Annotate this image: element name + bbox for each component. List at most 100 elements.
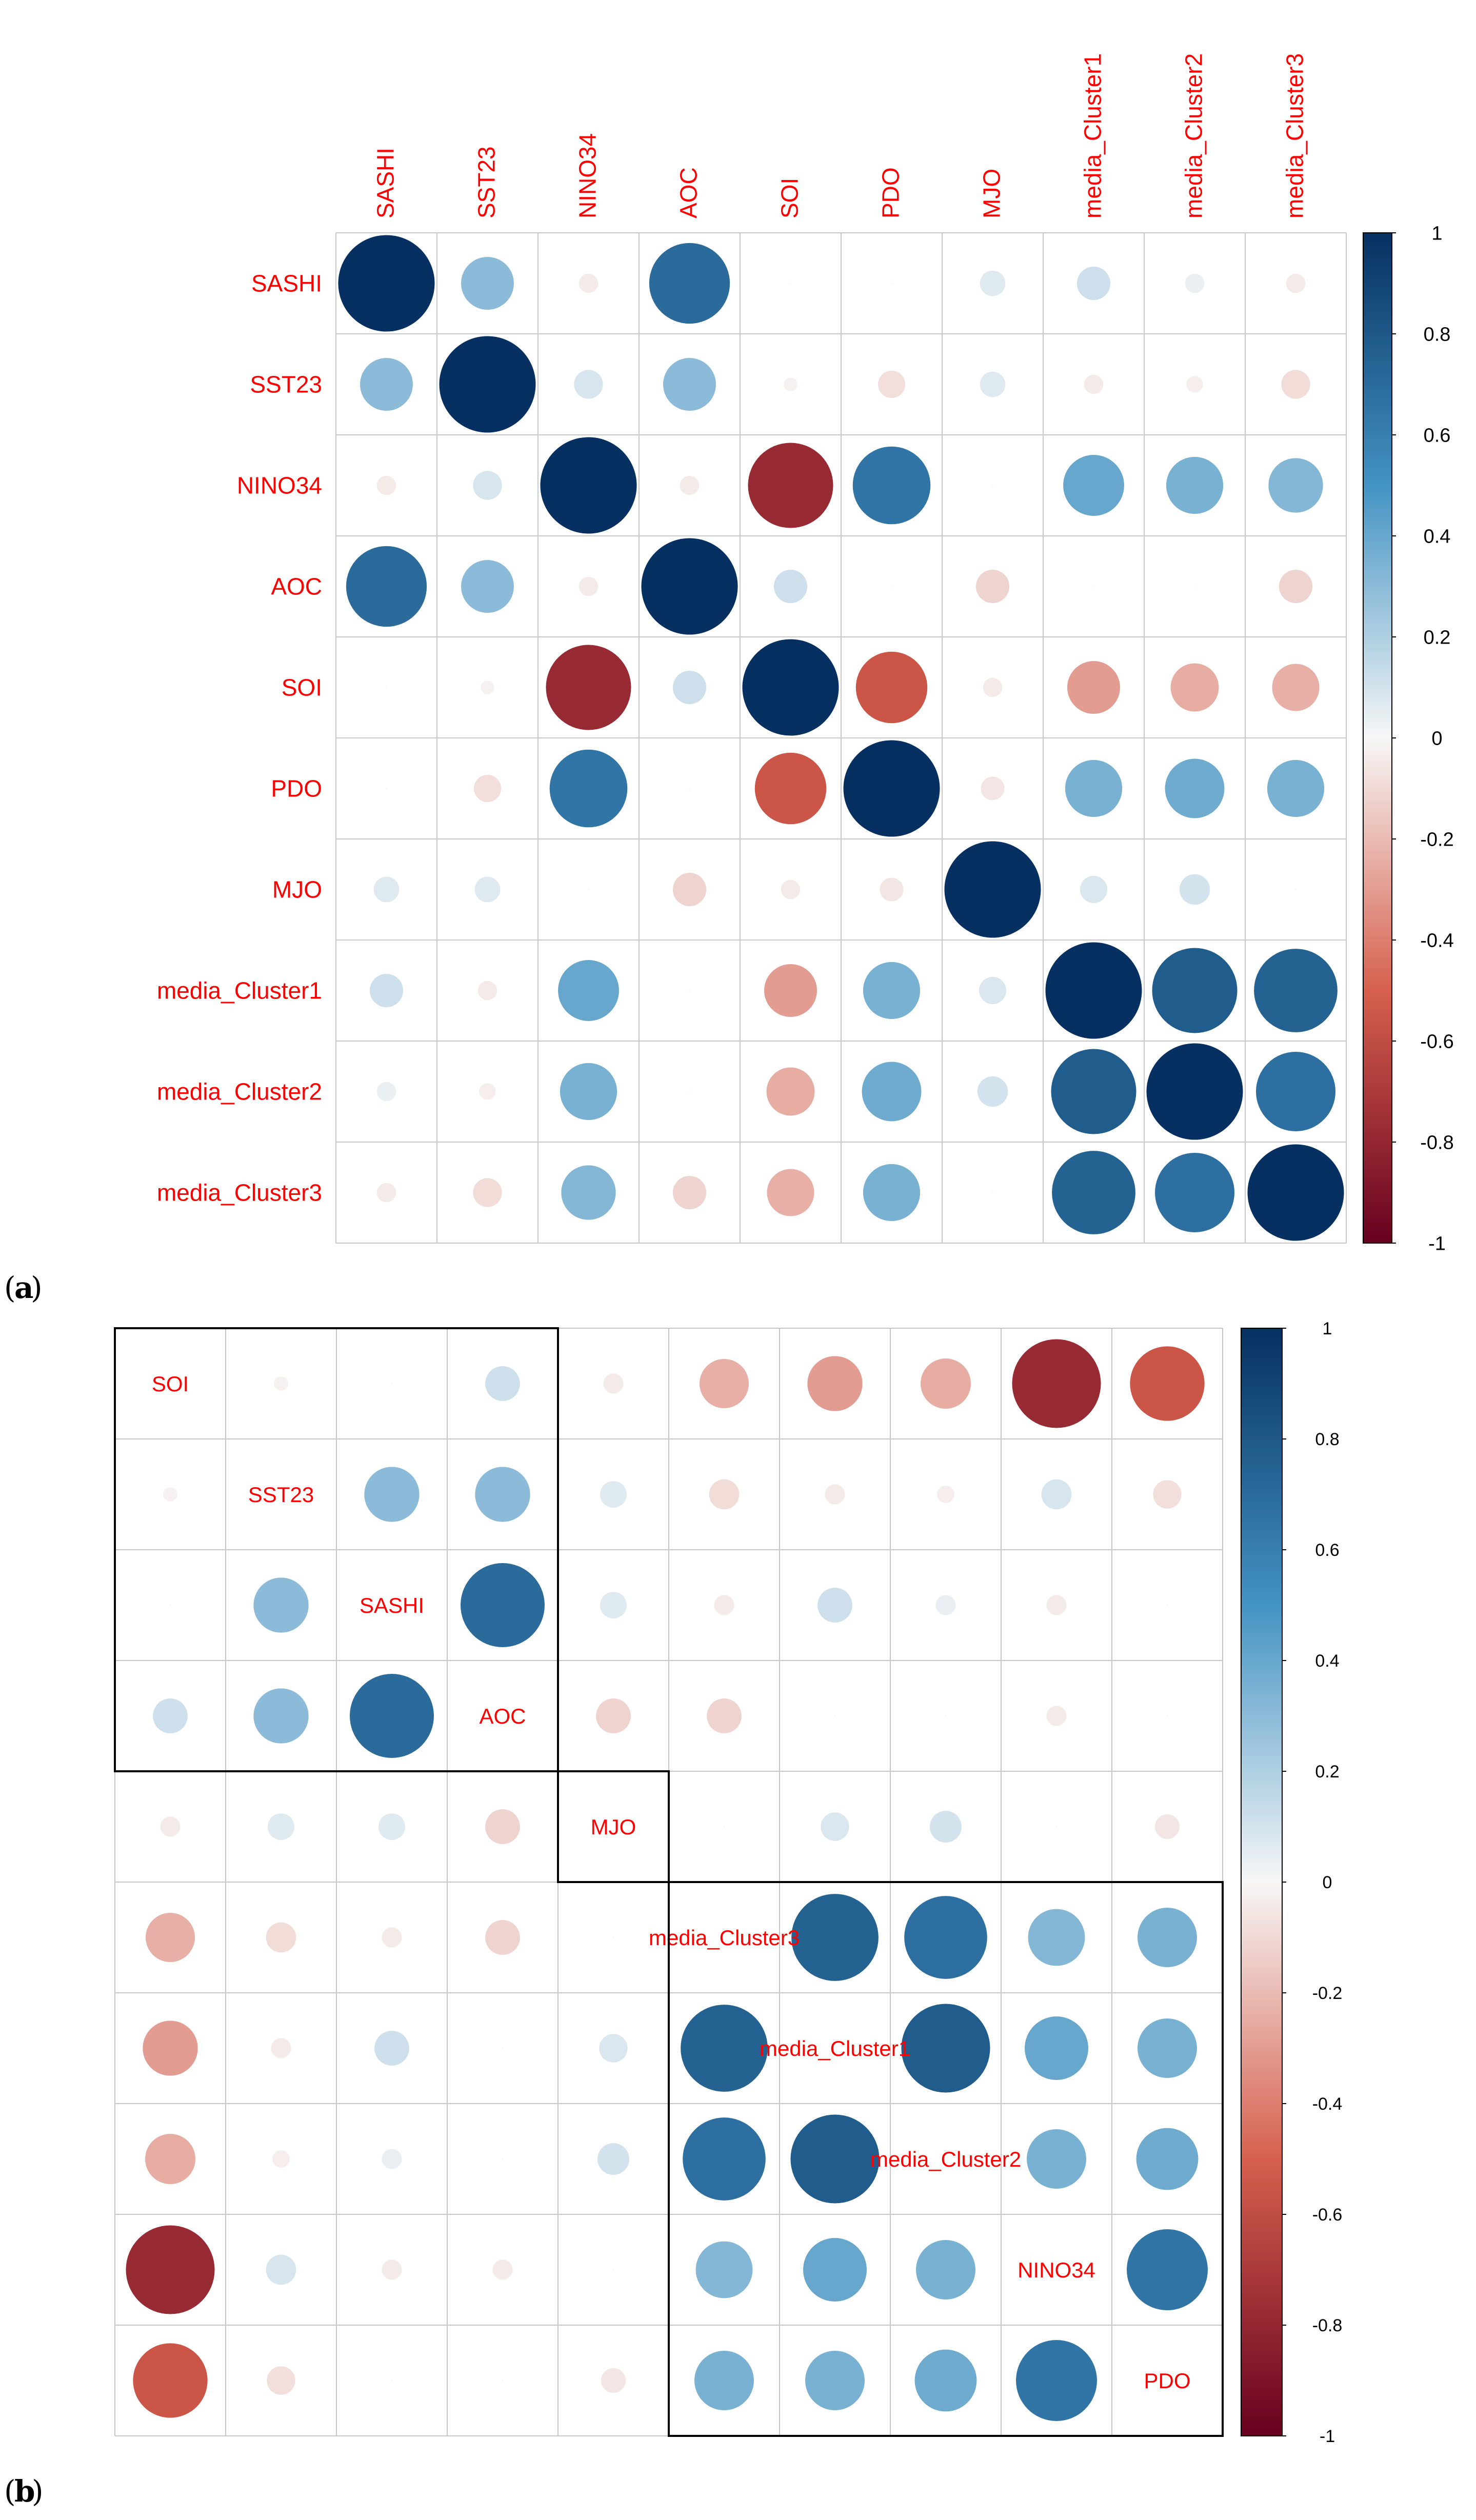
diag-label: SOI [152,1372,189,1396]
colorbar-tick-label: -0.8 [1312,2316,1343,2335]
corr-circle-SST23-SASHI [364,1467,420,1522]
corr-circle-SOI-PDO [1130,1346,1205,1421]
corr-circle-media_Cluster2-media_Cluster2 [1146,1043,1243,1140]
corr-circle-media_Cluster1-media_Cluster1 [1045,942,1142,1039]
corr-circle-SASHI-media_Cluster2 [935,1595,956,1615]
corr-circle-MJO-media_Cluster3 [1295,889,1297,890]
row-label: SASHI [251,270,322,297]
corr-circle-SOI-SST23 [481,681,494,694]
diag-label: media_Cluster2 [870,2147,1021,2171]
corr-circle-PDO-AOC [689,788,690,789]
corr-circle-SASHI-SOI [790,283,791,284]
corr-circle-SASHI-MJO [980,270,1006,296]
corr-circle-SST23-AOC [663,358,716,411]
corr-circle-SASHI-media_Cluster3 [714,1595,734,1615]
colorbar-tick-label: -1 [1320,2427,1335,2446]
corr-circle-SOI-SST23 [274,1376,288,1391]
row-label: AOC [271,573,322,600]
corr-circle-NINO34-media_Cluster1 [803,2238,867,2302]
panel-label-a-close: ) [31,1270,43,1305]
corr-circle-AOC-MJO [596,1698,631,1733]
corr-circle-NINO34-NINO34 [540,437,637,534]
diag-label: AOC [479,1704,526,1728]
corr-circle-media_Cluster3-media_Cluster1 [791,1894,879,1981]
corr-circle-media_Cluster2-MJO [597,2143,629,2175]
col-label: PDO [877,167,904,218]
colorbar-tick-label: 0.2 [1424,627,1451,649]
colorbar-tick-label: -0.4 [1312,2094,1343,2114]
corr-circle-MJO-PDO [880,877,904,902]
corr-circle-media_Cluster2-SASHI [376,1082,396,1102]
corr-circle-AOC-media_Cluster3 [1279,569,1313,604]
corr-circle-SOI-media_Cluster3 [1272,664,1320,711]
corr-circle-MJO-media_Cluster3 [723,1826,725,1828]
panel-label-a-open: ( [4,1270,16,1305]
cluster-box-3 [668,1881,1224,2437]
corr-circle-media_Cluster3-media_Cluster2 [904,1896,987,1979]
corr-circle-media_Cluster2-media_Cluster1 [1051,1049,1136,1134]
corr-circle-SASHI-SASHI [338,235,435,332]
corr-circle-SASHI-media_Cluster1 [817,1588,852,1623]
corr-circle-media_Cluster2-media_Cluster3 [683,2117,766,2201]
corr-circle-SST23-SASHI [360,358,413,411]
corr-circle-PDO-NINO34 [549,749,628,828]
corr-circle-media_Cluster3-PDO [1138,1908,1197,1967]
corr-circle-media_Cluster1-media_Cluster2 [1152,948,1238,1033]
col-label: NINO34 [574,133,601,218]
corr-circle-AOC-SST23 [253,1688,309,1744]
corr-circle-SASHI-media_Cluster2 [1185,273,1205,293]
corr-circle-SST23-NINO34 [574,370,603,399]
colorbar-tick-label: 0.8 [1315,1430,1339,1449]
corr-circle-media_Cluster1-SASHI [369,973,404,1008]
corr-circle-MJO-AOC [672,872,707,907]
corr-circle-media_Cluster1-media_Cluster3 [1254,949,1338,1032]
corr-circle-media_Cluster1-SOI [764,964,817,1017]
corr-circle-AOC-PDO [1166,1715,1168,1717]
colorbar-tick-label: 0.4 [1315,1651,1339,1671]
corr-circle-PDO-AOC [502,2379,504,2382]
colorbar-1 [1241,1328,1283,2436]
corr-circle-AOC-AOC [641,538,738,635]
corr-circle-media_Cluster1-MJO [979,976,1007,1005]
colorbar-tick-label: -0.6 [1420,1031,1453,1053]
corr-circle-PDO-SST23 [473,774,502,803]
corr-circle-SST23-media_Cluster1 [1084,374,1104,394]
corr-circle-media_Cluster2-SST23 [479,1083,496,1100]
col-label: AOC [675,167,702,218]
corr-circle-media_Cluster2-PDO [862,1062,922,1122]
corr-circle-SASHI-AOC [649,243,730,324]
col-label: SOI [776,178,803,218]
corr-circle-NINO34-MJO [992,485,993,486]
corr-circle-media_Cluster1-AOC [689,990,690,991]
corr-circle-AOC-SASHI [346,546,427,627]
corr-circle-PDO-SASHI [386,788,387,789]
corr-circle-MJO-NINO34 [1055,1826,1058,1828]
corr-circle-SASHI-NINO34 [579,273,599,293]
corr-circle-SOI-PDO [855,651,928,724]
corr-circle-media_Cluster2-AOC [502,2158,504,2160]
corr-circle-media_Cluster1-SST23 [271,2038,291,2058]
corr-circle-SOI-media_Cluster2 [921,1358,971,1409]
corr-circle-PDO-SOI [133,2343,208,2418]
corr-circle-SST23-SOI [163,1487,177,1502]
row-label: SST23 [250,371,322,398]
corr-circle-SOI-SOI [742,639,839,736]
corr-circle-PDO-media_Cluster1 [1065,759,1123,817]
corr-circle-media_Cluster3-PDO [863,1164,921,1222]
corr-circle-media_Cluster3-media_Cluster2 [1154,1152,1235,1233]
corr-circle-SST23-media_Cluster2 [1186,376,1203,393]
corr-circle-media_Cluster1-media_Cluster2 [901,2004,990,2093]
corr-circle-SST23-media_Cluster3 [1281,370,1310,399]
col-label: media_Cluster2 [1181,53,1207,218]
corr-circle-PDO-MJO [601,2368,626,2393]
corr-circle-media_Cluster1-SST23 [477,981,497,1001]
corr-circle-AOC-SST23 [461,560,514,613]
col-label: media_Cluster1 [1080,53,1106,218]
corr-circle-SASHI-MJO [600,1592,627,1618]
corr-circle-NINO34-SOI [748,443,833,528]
corr-circle-SASHI-PDO [1166,1604,1168,1606]
corr-circle-media_Cluster1-PDO [863,962,921,1019]
corr-circle-media_Cluster2-SST23 [272,2150,290,2168]
corr-circle-media_Cluster3-AOC [485,1920,520,1955]
corr-circle-SST23-MJO [980,371,1006,397]
